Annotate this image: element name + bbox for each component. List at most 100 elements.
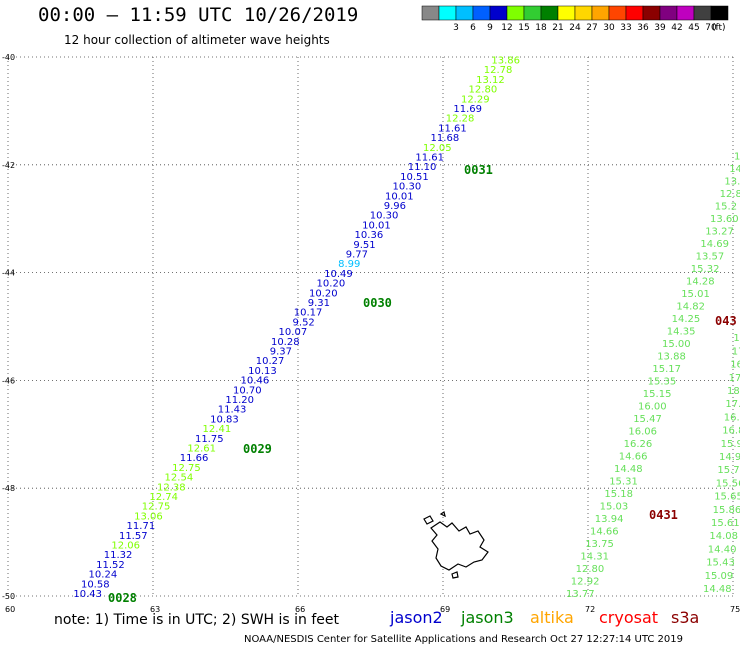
color-bin-label: 21 bbox=[552, 23, 563, 33]
color-bin-8 bbox=[557, 5, 576, 21]
swh-value: 16.06 bbox=[628, 427, 657, 438]
chart-subtitle: 12 hour collection of altimeter wave hei… bbox=[64, 33, 330, 47]
swh-value: 15.61 bbox=[711, 518, 740, 529]
swh-value: 15.00 bbox=[662, 339, 691, 350]
swh-value: 10.51 bbox=[400, 172, 429, 183]
swh-value: 10.49 bbox=[324, 269, 353, 280]
swh-value: 15.2 bbox=[715, 202, 737, 213]
swh-value: 12.8 bbox=[720, 189, 740, 200]
lat-lon-grid bbox=[7, 56, 734, 597]
chart-title: 00:00 – 11:59 UTC 10/26/2019 bbox=[38, 4, 359, 26]
pass-time-label: 043 bbox=[715, 314, 737, 328]
color-scale-legend: 3 6 9 12 15 18 21 24 27 30 33 36 39 42 45 70(ft) bbox=[421, 5, 729, 33]
color-bin-label: 30 bbox=[603, 23, 615, 33]
color-bin-6 bbox=[523, 5, 542, 21]
y-tick-label: -44 bbox=[2, 269, 15, 278]
color-bin-13 bbox=[642, 5, 661, 21]
color-bin-label: 9 bbox=[487, 23, 493, 33]
legend-altika: altika bbox=[530, 608, 574, 627]
color-bin-15 bbox=[676, 5, 695, 21]
swh-value: 10.01 bbox=[362, 220, 391, 231]
color-bin-label: 3 bbox=[453, 23, 459, 33]
swh-value: 14.92 bbox=[719, 452, 740, 463]
swh-value: 14.08 bbox=[709, 531, 738, 542]
color-bin-3 bbox=[472, 5, 491, 21]
swh-value: 10.46 bbox=[241, 376, 270, 387]
x-tick-label: 75 bbox=[730, 605, 740, 614]
color-unit-label: (ft) bbox=[712, 23, 726, 33]
island-shape bbox=[423, 511, 489, 579]
swh-value: 13.75 bbox=[585, 539, 614, 550]
swh-value: 9.96 bbox=[384, 201, 406, 212]
swh-value: 13.27 bbox=[705, 227, 734, 238]
swh-value: 10.20 bbox=[317, 279, 346, 290]
swh-value: 14.69 bbox=[700, 239, 729, 250]
swh-value: 15.65 bbox=[714, 492, 740, 503]
jason3-track-b: 14.48 15.09 15.43 14.40 14.08 15.61 15.86 15.65… bbox=[703, 333, 740, 595]
swh-value: 12.28 bbox=[446, 114, 475, 125]
swh-value: 14.31 bbox=[580, 552, 609, 563]
swh-value: 11.71 bbox=[127, 521, 156, 532]
swh-value: 13.77 bbox=[566, 589, 595, 600]
swh-value: 10.70 bbox=[233, 385, 262, 396]
color-bin-label: 33 bbox=[620, 23, 631, 33]
color-bin-9 bbox=[574, 5, 593, 21]
swh-value: 12.78 bbox=[484, 65, 513, 76]
swh-value: 11.57 bbox=[119, 531, 148, 542]
swh-value: 17 bbox=[732, 346, 740, 357]
y-tick-label: -48 bbox=[2, 484, 15, 493]
pass-time-label: 0028 bbox=[108, 591, 137, 605]
swh-value: 15.32 bbox=[691, 264, 720, 275]
y-tick-label: -50 bbox=[2, 592, 15, 601]
swh-value: 18. bbox=[727, 386, 740, 397]
swh-value: 15.47 bbox=[633, 414, 662, 425]
swh-value: 14.66 bbox=[619, 452, 648, 463]
color-bin-5 bbox=[506, 5, 525, 21]
swh-value: 11.32 bbox=[104, 550, 133, 561]
swh-value: 10.17 bbox=[294, 308, 323, 319]
swh-value: 10.28 bbox=[271, 337, 300, 348]
footer-note: note: 1) Time is in UTC; 2) SWH is in fe… bbox=[54, 612, 340, 628]
swh-value: 10.07 bbox=[279, 327, 308, 338]
swh-value: 10.30 bbox=[393, 182, 422, 193]
swh-value: 11.52 bbox=[96, 560, 125, 571]
swh-value: 12.92 bbox=[571, 577, 600, 588]
color-bin-7 bbox=[540, 5, 559, 21]
color-bin-label: 36 bbox=[637, 23, 649, 33]
swh-value: 13.88 bbox=[657, 352, 686, 363]
swh-value: 12.06 bbox=[111, 541, 140, 552]
x-tick-label: 72 bbox=[585, 605, 595, 614]
color-bin-label: 45 bbox=[688, 23, 699, 33]
swh-value: 9.51 bbox=[353, 240, 375, 251]
swh-value: 12.74 bbox=[149, 492, 178, 503]
swh-value: 15.43 bbox=[706, 558, 735, 569]
y-tick-label: -40 bbox=[2, 53, 15, 62]
swh-value: 11.69 bbox=[453, 104, 482, 115]
x-tick-label: 66 bbox=[295, 605, 305, 614]
swh-value: 12.54 bbox=[165, 473, 194, 484]
swh-value: 13.57 bbox=[696, 252, 725, 263]
swh-value: 10.24 bbox=[89, 570, 118, 581]
swh-value: 10.36 bbox=[355, 230, 384, 241]
swh-value: 14.66 bbox=[590, 527, 619, 538]
swh-value: 11.43 bbox=[218, 405, 247, 416]
color-bin-1 bbox=[438, 5, 457, 21]
swh-value: 15.17 bbox=[652, 364, 681, 375]
swh-value: 11.61 bbox=[438, 123, 467, 134]
swh-value: 17. bbox=[729, 373, 740, 384]
swh-value: 15.09 bbox=[705, 571, 734, 582]
swh-value: 14.48 bbox=[703, 584, 732, 595]
swh-value: 13. bbox=[724, 177, 740, 188]
swh-value: 10.83 bbox=[210, 414, 239, 425]
pass-time-label: 0029 bbox=[243, 442, 272, 456]
swh-value: 13.06 bbox=[134, 511, 163, 522]
pass-time-labels: 0028 0029 0030 0031 0431 043 bbox=[108, 163, 737, 605]
swh-value: 13.86 bbox=[491, 56, 520, 67]
swh-value: 9.77 bbox=[346, 250, 368, 261]
swh-value: 16.00 bbox=[638, 402, 667, 413]
swh-value: 9.31 bbox=[308, 298, 330, 309]
swh-value: 12.38 bbox=[157, 482, 186, 493]
color-bin-label: 18 bbox=[535, 23, 547, 33]
pass-time-label: 0030 bbox=[363, 296, 392, 310]
x-tick-label: 63 bbox=[150, 605, 160, 614]
